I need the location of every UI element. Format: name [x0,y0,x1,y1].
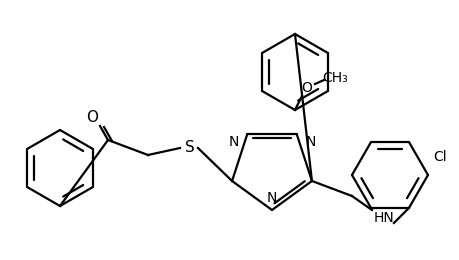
Text: S: S [185,140,195,155]
Text: N: N [228,135,238,149]
Text: N: N [266,191,277,205]
Text: O: O [301,81,312,95]
Text: CH₃: CH₃ [321,71,347,85]
Text: HN: HN [373,211,393,225]
Text: N: N [305,135,315,149]
Text: Cl: Cl [432,150,446,164]
Text: O: O [86,110,98,126]
